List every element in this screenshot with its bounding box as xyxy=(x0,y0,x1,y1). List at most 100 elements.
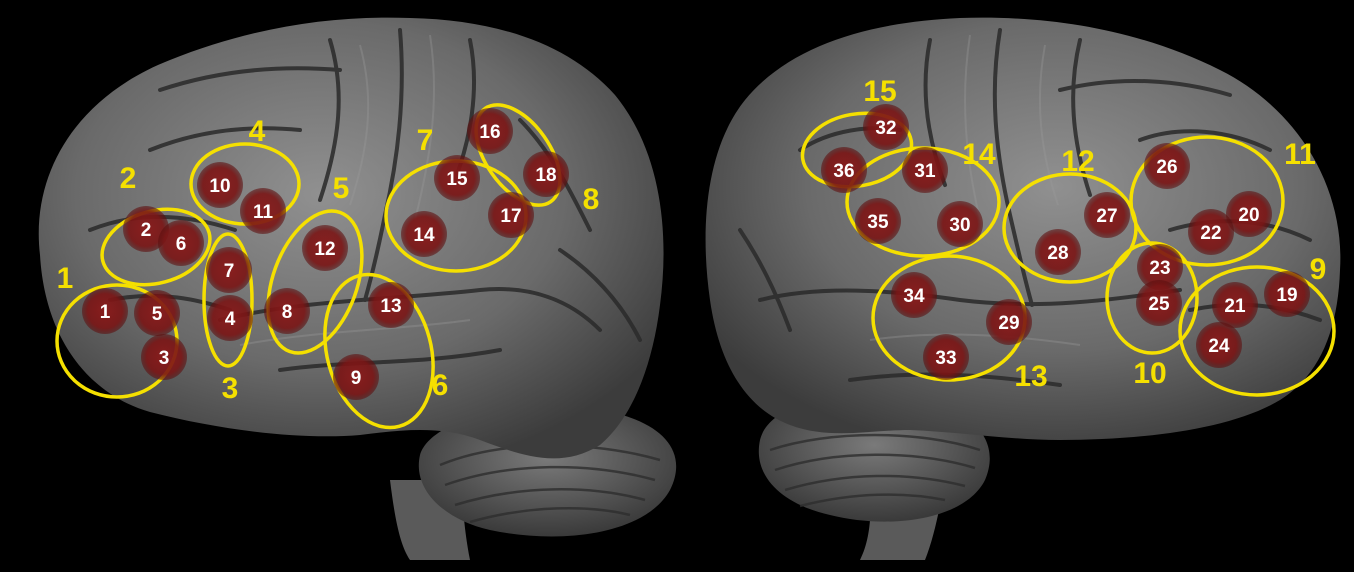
cluster-label-2: 2 xyxy=(120,162,137,195)
roi-label-27: 27 xyxy=(1096,206,1117,227)
sulci-right xyxy=(738,28,1322,387)
roi-label-5: 5 xyxy=(152,304,163,325)
roi-label-6: 6 xyxy=(176,234,187,255)
cluster-outline-8 xyxy=(474,103,562,207)
roi-label-10: 10 xyxy=(209,176,230,197)
cluster-label-8: 8 xyxy=(583,183,600,216)
cluster-label-14: 14 xyxy=(962,138,996,171)
roi-marker-15 xyxy=(434,155,480,201)
roi-marker-29 xyxy=(986,299,1032,345)
cluster-outline-15 xyxy=(800,111,914,189)
cluster-label-5: 5 xyxy=(333,172,350,205)
cluster-label-6: 6 xyxy=(432,369,449,402)
roi-marker-32 xyxy=(863,104,909,150)
roi-marker-21 xyxy=(1212,282,1258,328)
roi-marker-23 xyxy=(1137,244,1183,290)
roi-label-16: 16 xyxy=(479,122,500,143)
cluster-label-12: 12 xyxy=(1061,145,1094,178)
cluster-outline-3 xyxy=(202,232,254,368)
roi-marker-2 xyxy=(123,206,169,252)
cluster-label-9: 9 xyxy=(1310,253,1327,286)
roi-marker-7 xyxy=(206,247,252,293)
roi-label-33: 33 xyxy=(935,348,956,369)
roi-marker-5 xyxy=(134,290,180,336)
roi-marker-34 xyxy=(891,272,937,318)
cluster-label-4: 4 xyxy=(249,115,266,148)
roi-label-30: 30 xyxy=(949,215,970,236)
cluster-outline-11 xyxy=(1129,135,1285,267)
cluster-outline-6 xyxy=(323,272,435,430)
roi-marker-22 xyxy=(1188,209,1234,255)
roi-label-17: 17 xyxy=(500,206,521,227)
cluster-outline-12 xyxy=(1002,172,1138,284)
roi-label-25: 25 xyxy=(1148,294,1170,315)
roi-label-4: 4 xyxy=(225,309,236,330)
roi-marker-6 xyxy=(158,220,204,266)
roi-label-18: 18 xyxy=(535,165,556,186)
roi-label-15: 15 xyxy=(446,169,468,190)
roi-marker-3 xyxy=(141,334,187,380)
cluster-label-7: 7 xyxy=(417,124,434,157)
cluster-label-1: 1 xyxy=(57,262,74,295)
roi-label-20: 20 xyxy=(1238,205,1259,226)
roi-label-29: 29 xyxy=(998,313,1019,334)
roi-label-24: 24 xyxy=(1208,336,1230,357)
roi-marker-31 xyxy=(902,147,948,193)
roi-marker-19 xyxy=(1264,271,1310,317)
cerebellum-folia-right xyxy=(769,433,981,508)
roi-marker-30 xyxy=(937,201,983,247)
roi-markers: 1234567891011121314151617181920212223242… xyxy=(82,104,1310,400)
roi-label-9: 9 xyxy=(351,368,362,389)
roi-marker-24 xyxy=(1196,322,1242,368)
roi-label-1: 1 xyxy=(100,302,111,323)
roi-marker-28 xyxy=(1035,229,1081,275)
roi-label-36: 36 xyxy=(833,161,854,182)
cluster-outline-9 xyxy=(1178,265,1336,397)
roi-marker-1 xyxy=(82,288,128,334)
roi-label-26: 26 xyxy=(1156,157,1177,178)
roi-marker-13 xyxy=(368,282,414,328)
roi-marker-11 xyxy=(240,188,286,234)
roi-marker-26 xyxy=(1144,143,1190,189)
roi-label-32: 32 xyxy=(875,118,896,139)
roi-marker-16 xyxy=(467,108,513,154)
roi-marker-27 xyxy=(1084,192,1130,238)
roi-label-7: 7 xyxy=(224,261,235,282)
cluster-label-11: 11 xyxy=(1284,138,1316,171)
roi-label-28: 28 xyxy=(1047,243,1068,264)
roi-label-11: 11 xyxy=(253,202,274,223)
roi-label-19: 19 xyxy=(1276,285,1297,306)
gyri-highlights-right xyxy=(869,34,1081,346)
roi-label-34: 34 xyxy=(903,286,925,307)
roi-label-22: 22 xyxy=(1200,223,1221,244)
cluster-label-13: 13 xyxy=(1014,360,1047,393)
cluster-outline-5 xyxy=(266,209,364,355)
roi-label-23: 23 xyxy=(1149,258,1170,279)
roi-marker-18 xyxy=(523,151,569,197)
roi-label-35: 35 xyxy=(867,212,889,233)
roi-label-3: 3 xyxy=(159,348,170,369)
cluster-label-3: 3 xyxy=(222,372,239,405)
cluster-label-15: 15 xyxy=(863,75,896,108)
roi-marker-14 xyxy=(401,211,447,257)
roi-marker-35 xyxy=(855,198,901,244)
roi-label-31: 31 xyxy=(914,161,936,182)
roi-marker-25 xyxy=(1136,280,1182,326)
roi-marker-17 xyxy=(488,192,534,238)
cluster-label-10: 10 xyxy=(1133,357,1166,390)
roi-marker-10 xyxy=(197,162,243,208)
roi-marker-4 xyxy=(207,295,253,341)
roi-label-21: 21 xyxy=(1224,296,1246,317)
roi-marker-33 xyxy=(923,334,969,380)
roi-label-13: 13 xyxy=(380,296,401,317)
roi-label-12: 12 xyxy=(314,239,335,260)
gyri-highlights-left xyxy=(239,34,471,346)
roi-marker-36 xyxy=(821,147,867,193)
roi-marker-12 xyxy=(302,225,348,271)
roi-marker-9 xyxy=(333,354,379,400)
roi-marker-8 xyxy=(264,288,310,334)
roi-label-8: 8 xyxy=(282,302,293,323)
roi-marker-20 xyxy=(1226,191,1272,237)
